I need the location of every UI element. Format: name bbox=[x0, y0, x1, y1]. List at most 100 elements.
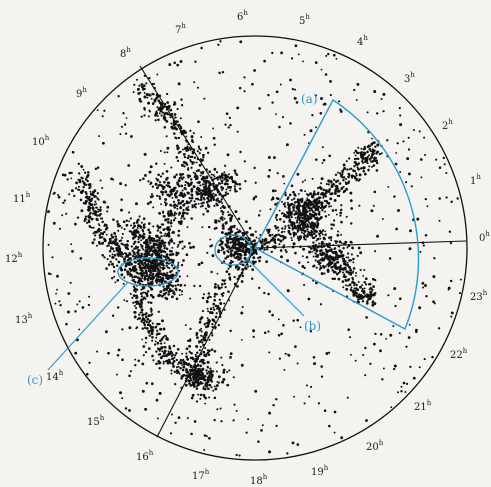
galaxy-point bbox=[159, 272, 163, 276]
galaxy-point bbox=[356, 288, 360, 291]
galaxy-point bbox=[112, 265, 116, 269]
galaxy-point bbox=[185, 135, 188, 138]
galaxy-point bbox=[208, 396, 211, 399]
galaxy-point bbox=[287, 214, 290, 218]
galaxy-point bbox=[146, 317, 150, 321]
galaxy-point bbox=[342, 286, 345, 289]
galaxy-point bbox=[357, 179, 360, 182]
galaxy-point bbox=[288, 218, 292, 222]
galaxy-point bbox=[289, 220, 293, 224]
galaxy-point bbox=[148, 269, 152, 273]
galaxy-point bbox=[337, 189, 341, 193]
galaxy-point bbox=[93, 203, 96, 206]
galaxy-point bbox=[121, 232, 124, 235]
galaxy-point bbox=[297, 193, 300, 195]
galaxy-point bbox=[183, 155, 187, 159]
galaxy-point bbox=[342, 246, 345, 250]
galaxy-point bbox=[368, 293, 371, 296]
galaxy-point bbox=[174, 421, 177, 424]
galaxy-point bbox=[217, 284, 220, 287]
galaxy-point bbox=[176, 147, 179, 150]
galaxy-point bbox=[75, 181, 79, 185]
galaxy-point bbox=[126, 239, 129, 243]
galaxy-point bbox=[115, 242, 119, 246]
galaxy-point bbox=[247, 250, 251, 254]
galaxy-point bbox=[220, 292, 223, 296]
galaxy-point bbox=[150, 236, 154, 240]
galaxy-point bbox=[156, 178, 160, 182]
galaxy-point bbox=[358, 173, 362, 177]
galaxy-point bbox=[352, 267, 356, 270]
galaxy-point bbox=[447, 286, 451, 290]
galaxy-point bbox=[352, 270, 355, 273]
galaxy-point bbox=[189, 148, 192, 151]
galaxy-point bbox=[193, 156, 197, 160]
galaxy-point bbox=[201, 204, 204, 208]
hour-label-4h: 4h bbox=[357, 34, 368, 48]
galaxy-point bbox=[152, 244, 156, 248]
galaxy-point bbox=[168, 213, 172, 217]
galaxy-point bbox=[187, 176, 190, 179]
galaxy-point bbox=[163, 162, 166, 165]
galaxy-point bbox=[397, 391, 399, 394]
galaxy-point bbox=[124, 132, 128, 135]
galaxy-point bbox=[180, 263, 184, 267]
galaxy-point bbox=[184, 131, 187, 134]
galaxy-point bbox=[232, 376, 235, 379]
galaxy-point bbox=[165, 111, 168, 115]
galaxy-point bbox=[101, 253, 105, 257]
galaxy-point bbox=[402, 140, 405, 143]
galaxy-point bbox=[382, 367, 385, 370]
galaxy-point bbox=[328, 259, 331, 262]
galaxy-point bbox=[331, 277, 334, 281]
galaxy-point bbox=[195, 175, 199, 178]
galaxy-point bbox=[91, 197, 94, 200]
galaxy-point bbox=[188, 369, 192, 372]
galaxy-point bbox=[149, 241, 152, 245]
galaxy-point bbox=[376, 112, 379, 115]
galaxy-point bbox=[314, 94, 318, 97]
galaxy-point bbox=[170, 166, 173, 169]
galaxy-point bbox=[233, 241, 236, 245]
galaxy-point bbox=[164, 198, 168, 201]
galaxy-point bbox=[423, 136, 426, 139]
galaxy-point bbox=[167, 293, 170, 296]
galaxy-point bbox=[169, 211, 173, 215]
galaxy-point bbox=[101, 186, 104, 190]
galaxy-point bbox=[419, 250, 422, 253]
galaxy-point bbox=[271, 189, 275, 193]
galaxy-point bbox=[335, 213, 338, 216]
galaxy-point bbox=[292, 209, 295, 212]
galaxy-point bbox=[372, 204, 375, 207]
galaxy-point bbox=[327, 183, 330, 186]
galaxy-point bbox=[222, 223, 225, 226]
galaxy-point bbox=[173, 61, 176, 65]
galaxy-point bbox=[123, 276, 126, 279]
galaxy-point bbox=[173, 242, 176, 245]
galaxy-point bbox=[296, 362, 299, 365]
galaxy-point bbox=[128, 267, 132, 271]
galaxy-point bbox=[169, 204, 173, 207]
galaxy-point bbox=[233, 275, 236, 279]
galaxy-point bbox=[56, 288, 59, 291]
galaxy-point bbox=[207, 199, 211, 202]
galaxy-point bbox=[196, 150, 199, 153]
galaxy-point bbox=[183, 202, 186, 205]
galaxy-point bbox=[132, 254, 135, 257]
galaxy-point bbox=[371, 303, 375, 307]
galaxy-point bbox=[170, 354, 174, 357]
galaxy-point bbox=[374, 250, 377, 253]
galaxy-point bbox=[303, 236, 306, 239]
galaxy-point bbox=[164, 241, 167, 244]
galaxy-point bbox=[151, 339, 154, 342]
galaxy-point bbox=[300, 199, 303, 202]
galaxy-point bbox=[450, 280, 453, 283]
galaxy-point bbox=[347, 328, 350, 331]
galaxy-point bbox=[77, 188, 80, 191]
galaxy-point bbox=[114, 235, 117, 238]
galaxy-point bbox=[81, 306, 85, 309]
galaxy-point bbox=[165, 170, 169, 173]
galaxy-point bbox=[180, 184, 184, 188]
galaxy-point bbox=[370, 160, 373, 163]
galaxy-point bbox=[128, 211, 131, 214]
